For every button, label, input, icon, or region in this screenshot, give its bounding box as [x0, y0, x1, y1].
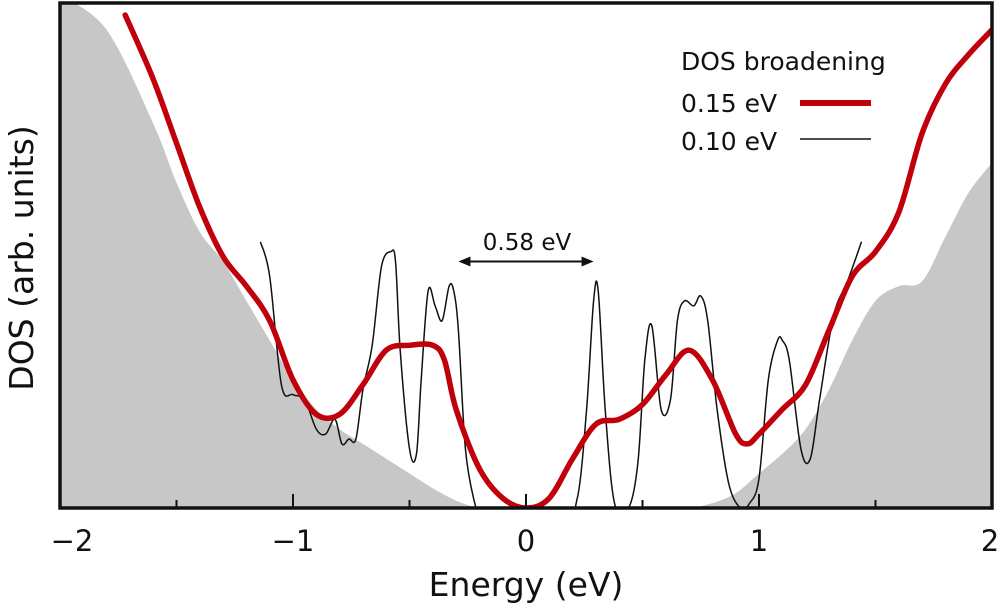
legend-label-0.15-ev: 0.15 eV [681, 89, 777, 118]
gap-arrow-right-icon [581, 256, 594, 267]
x-tick-label: 1 [750, 524, 768, 558]
x-axis-ticks [59, 494, 993, 508]
y-axis-label: DOS (arb. units) [2, 125, 41, 390]
gap-annotation: 0.58 eV [458, 230, 594, 267]
x-tick-label: −2 [51, 524, 94, 558]
x-axis-label: Energy (eV) [429, 565, 624, 604]
gap-annotation-label: 0.58 eV [483, 230, 572, 256]
series-line-0.10-ev [259, 241, 863, 508]
x-tick-label: 2 [981, 524, 999, 558]
x-tick-label: −1 [272, 524, 315, 558]
legend-title: DOS broadening [681, 47, 886, 76]
series-line-0.15-ev [122, 12, 992, 508]
gap-arrow-left-icon [458, 256, 471, 267]
legend-label-0.10-ev: 0.10 eV [681, 127, 777, 156]
legend: DOS broadening 0.15 eV 0.10 eV [681, 47, 886, 156]
x-tick-label: 0 [517, 524, 535, 558]
x-axis-tick-labels: −2 −1 0 1 2 [51, 524, 1000, 558]
